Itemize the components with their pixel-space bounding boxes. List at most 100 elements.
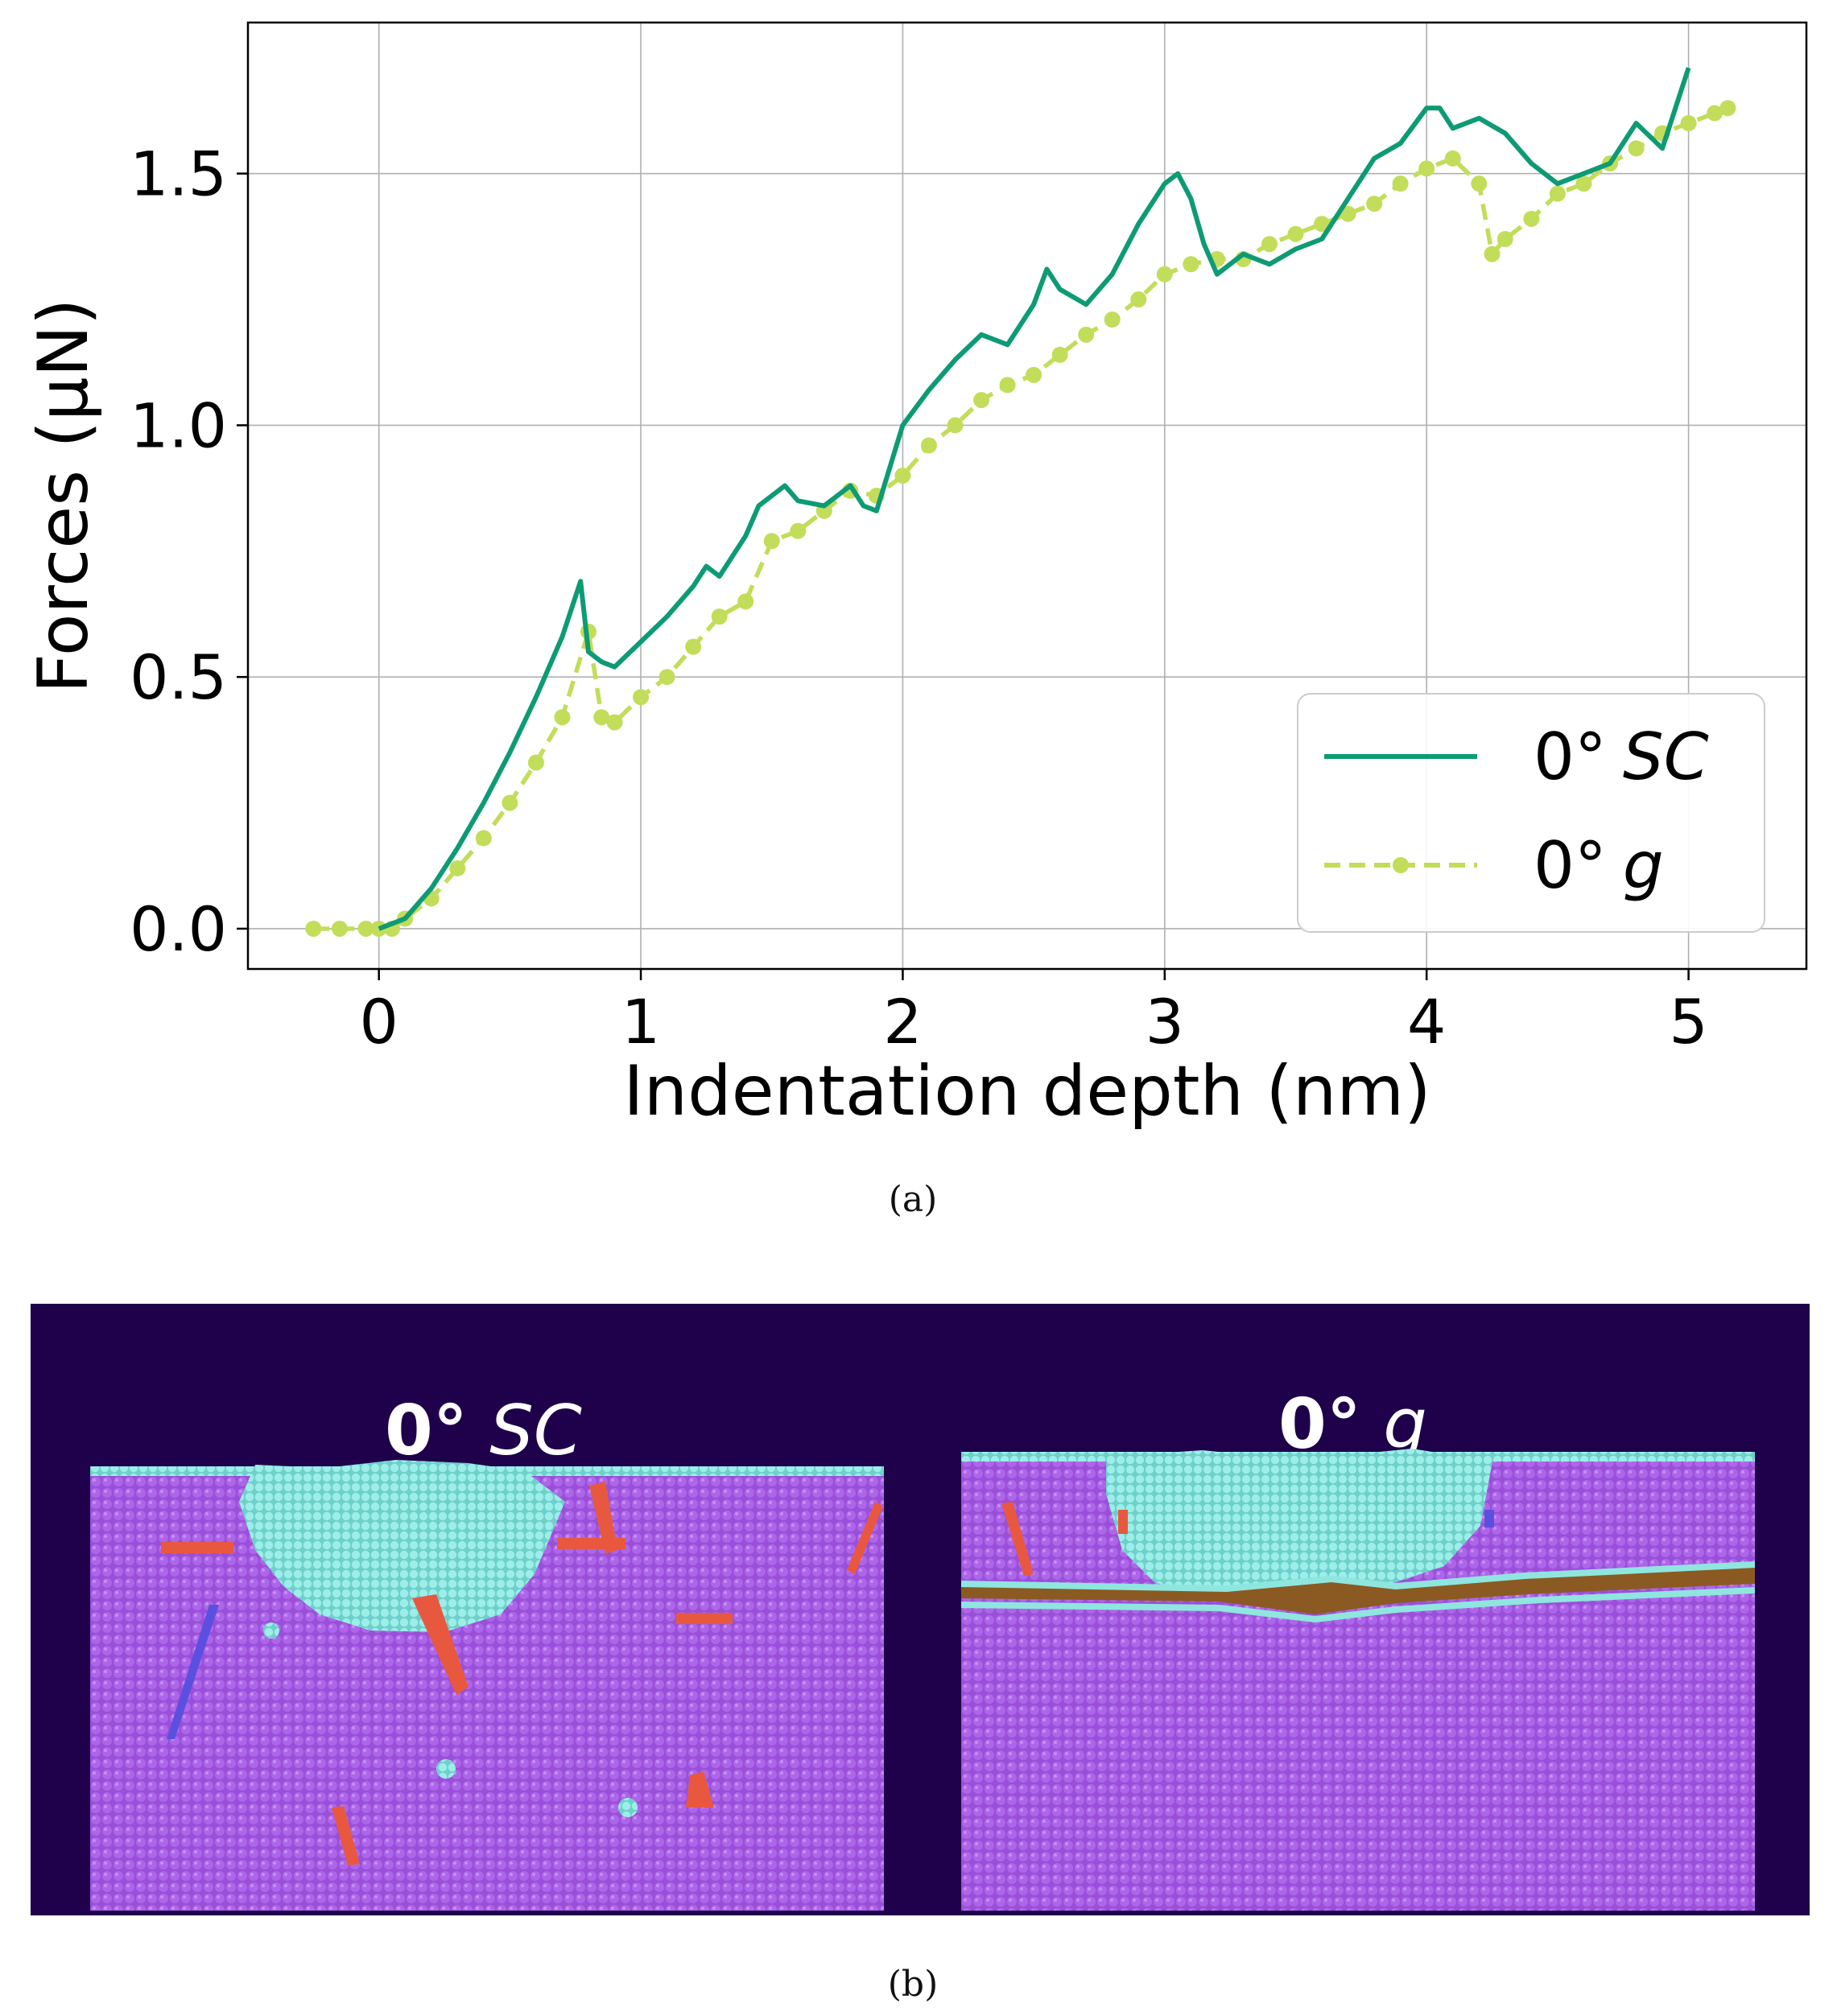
series-marker-g (1261, 236, 1278, 253)
x-tick-label: 1 (621, 986, 660, 1057)
sc-defect-atom-1 (618, 1798, 638, 1817)
series-marker-g (633, 689, 650, 706)
series-marker-g (502, 794, 518, 811)
x-tick-label: 4 (1407, 986, 1446, 1057)
y-tick-label: 0.0 (130, 893, 227, 965)
series-marker-g (737, 593, 754, 610)
snapshot-g (961, 1445, 1755, 1911)
series-marker-g (1366, 196, 1383, 212)
sc-defect-atom-3 (263, 1622, 279, 1639)
snapshot-title-sc: 0° SC (385, 1391, 582, 1471)
series-marker-g (1392, 175, 1409, 192)
series-marker-g (1471, 175, 1488, 192)
legend-box (1297, 693, 1765, 933)
series-marker-g (658, 669, 675, 686)
sc-defect-red-1 (412, 1594, 469, 1695)
series-marker-g (475, 830, 492, 847)
series-marker-g (1680, 115, 1697, 132)
series-marker-g (973, 392, 990, 409)
series-marker-g (947, 417, 964, 434)
series-marker-g (894, 467, 911, 484)
series-marker-g (1183, 256, 1199, 273)
series-marker-g (999, 377, 1016, 394)
series-marker-g (1130, 291, 1147, 308)
series-marker-g (1444, 150, 1461, 167)
g-graphene-edge-top (961, 1561, 1755, 1593)
caption-b: (b) (887, 1964, 939, 2005)
series-marker-g (1628, 140, 1645, 157)
series-marker-g (1707, 105, 1723, 122)
series-marker-g (1496, 230, 1513, 247)
series-marker-g (449, 860, 466, 876)
series-marker-g (763, 533, 780, 550)
series-marker-g (1575, 175, 1592, 192)
x-tick-label: 2 (883, 986, 922, 1057)
series-marker-g (790, 522, 807, 539)
legend-label-g-italic: g (1623, 828, 1664, 903)
x-tick-label: 0 (360, 986, 398, 1057)
x-tick-label: 5 (1669, 986, 1707, 1057)
series-marker-g (1719, 100, 1736, 117)
series-marker-g (527, 754, 544, 771)
g-defect-blue-1 (1484, 1510, 1494, 1527)
legend-label-sc-prefix: 0° (1534, 719, 1607, 794)
md-snapshot-panel: 0° SC 0° g (31, 1304, 1810, 1915)
series-line-sc (378, 67, 1691, 931)
plot-frame (246, 21, 1808, 971)
series-marker-g (357, 920, 374, 937)
snapshot-title-sc-label: SC (489, 1391, 582, 1471)
series-marker-g (554, 709, 571, 726)
snapshot-sc (90, 1453, 884, 1911)
snapshot-title-sc-angle: 0° (385, 1391, 468, 1471)
series-marker-g (1026, 366, 1042, 383)
legend-label-sc-italic: SC (1623, 719, 1709, 794)
series-marker-g (1418, 160, 1435, 177)
sc-defect-red-3 (557, 1538, 625, 1549)
g-graphene-edge-bottom (961, 1587, 1755, 1623)
sc-defect-atom-2 (436, 1759, 456, 1779)
sc-defect-red-5 (161, 1542, 233, 1553)
series-marker-g (1314, 216, 1331, 233)
legend-label-g: 0° g (1534, 828, 1664, 903)
series-marker-g (1340, 205, 1356, 222)
legend: 0° SC 0° g (1297, 693, 1765, 933)
series-marker-g (1549, 185, 1566, 202)
series-marker-g (606, 714, 623, 731)
legend-label-sc: 0° SC (1534, 719, 1709, 794)
series-marker-g (305, 920, 322, 937)
sc-defect-red-6 (847, 1502, 883, 1574)
series-marker-g (711, 608, 728, 625)
x-axis-label: Indentation depth (nm) (623, 1051, 1430, 1132)
y-tick-label: 0.5 (130, 641, 227, 713)
series-marker-g (1156, 266, 1173, 282)
tick-layer: 0 1 2 3 4 5 0.0 0.5 1.0 1.5 (130, 138, 1708, 1057)
series-marker-g (1484, 245, 1501, 262)
y-tick-label: 1.5 (130, 138, 227, 210)
series-marker-g (593, 709, 610, 726)
sc-defect-red-7 (332, 1806, 360, 1866)
series-marker-g (1104, 311, 1121, 328)
y-tick-label: 1.0 (130, 390, 227, 461)
force-depth-chart: 0 1 2 3 4 5 0.0 0.5 1.0 1.5 Indentation depth (nm… (23, 21, 1808, 1132)
sc-defect-red-4 (676, 1613, 733, 1624)
g-indent-zone (1106, 1449, 1492, 1598)
sc-indent-zone (239, 1460, 565, 1632)
series-marker-g (1078, 326, 1095, 343)
caption-a: (a) (888, 1179, 938, 1220)
series-marker-g (685, 638, 702, 655)
g-defect-red-2 (1118, 1510, 1128, 1534)
series-marker-g (1051, 346, 1068, 363)
sc-defect-blue-1 (167, 1605, 219, 1739)
series-marker-g (920, 437, 937, 454)
series-marker-g (1287, 225, 1304, 242)
sc-defect-red-2 (589, 1482, 617, 1554)
legend-swatch-g-marker (1393, 857, 1409, 873)
sc-defect-red-8 (686, 1771, 714, 1808)
legend-label-g-prefix: 0° (1534, 828, 1607, 903)
x-tick-label: 3 (1146, 986, 1184, 1057)
series-marker-g (331, 920, 348, 937)
g-defect-red-1 (1001, 1502, 1034, 1576)
series-layer (305, 67, 1736, 937)
y-axis-label: Forces (μN) (23, 299, 104, 694)
series-marker-g (1523, 210, 1540, 227)
